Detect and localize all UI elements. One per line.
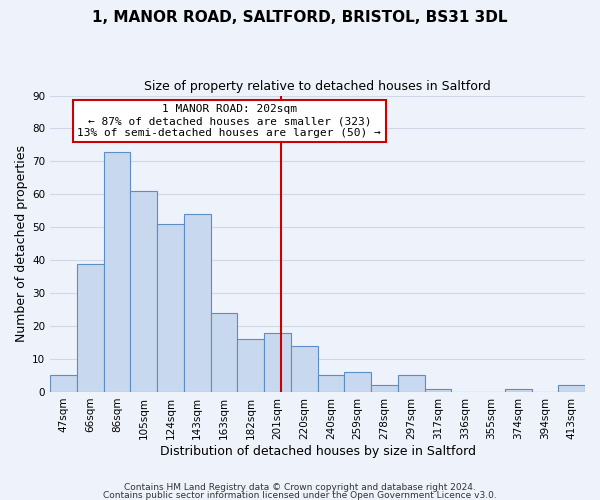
X-axis label: Distribution of detached houses by size in Saltford: Distribution of detached houses by size … xyxy=(160,444,476,458)
Bar xyxy=(157,224,184,392)
Y-axis label: Number of detached properties: Number of detached properties xyxy=(15,146,28,342)
Bar xyxy=(505,388,532,392)
Bar xyxy=(104,152,130,392)
Text: 1 MANOR ROAD: 202sqm
← 87% of detached houses are smaller (323)
13% of semi-deta: 1 MANOR ROAD: 202sqm ← 87% of detached h… xyxy=(77,104,381,138)
Text: 1, MANOR ROAD, SALTFORD, BRISTOL, BS31 3DL: 1, MANOR ROAD, SALTFORD, BRISTOL, BS31 3… xyxy=(92,10,508,25)
Bar xyxy=(558,386,585,392)
Bar xyxy=(50,376,77,392)
Bar xyxy=(344,372,371,392)
Bar xyxy=(184,214,211,392)
Bar xyxy=(291,346,317,392)
Text: Contains HM Land Registry data © Crown copyright and database right 2024.: Contains HM Land Registry data © Crown c… xyxy=(124,484,476,492)
Title: Size of property relative to detached houses in Saltford: Size of property relative to detached ho… xyxy=(144,80,491,93)
Bar xyxy=(371,386,398,392)
Bar xyxy=(398,376,425,392)
Bar xyxy=(425,388,451,392)
Bar xyxy=(130,191,157,392)
Bar xyxy=(77,264,104,392)
Bar xyxy=(211,313,238,392)
Bar xyxy=(317,376,344,392)
Bar xyxy=(238,340,264,392)
Bar xyxy=(264,332,291,392)
Text: Contains public sector information licensed under the Open Government Licence v3: Contains public sector information licen… xyxy=(103,490,497,500)
